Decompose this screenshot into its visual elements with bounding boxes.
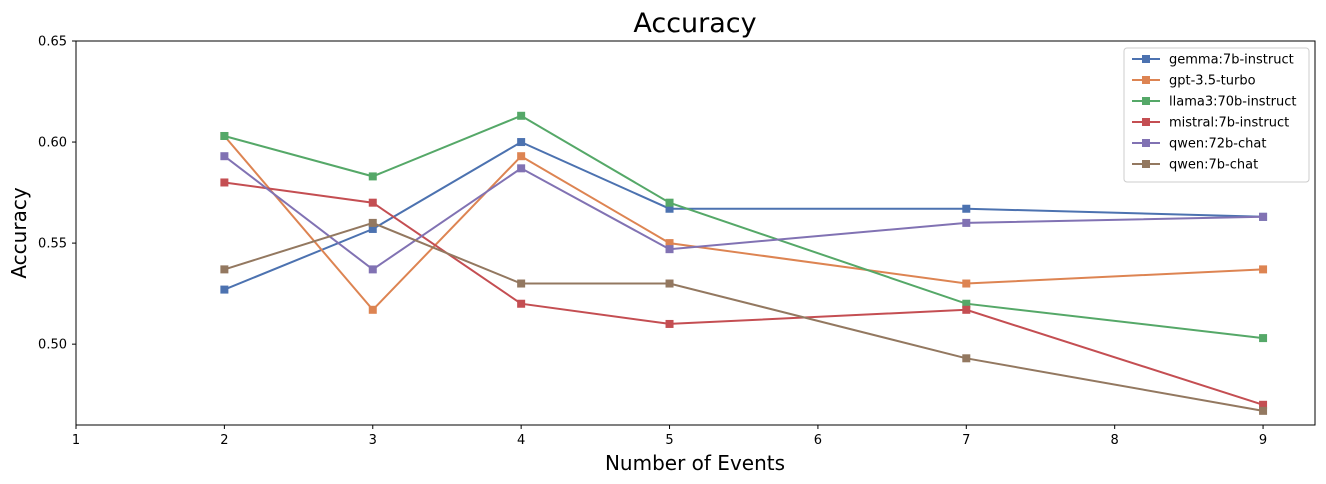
y-tick-label: 0.50	[38, 338, 67, 353]
series-gpt-3-5-turbo	[220, 131, 1268, 314]
data-point-marker	[962, 354, 971, 363]
x-tick-label: 6	[814, 433, 822, 448]
data-point-marker	[517, 111, 526, 120]
legend-label: mistral:7b-instruct	[1169, 116, 1289, 131]
chart-title: Accuracy	[633, 8, 756, 39]
data-point-marker	[517, 138, 526, 147]
data-point-marker	[517, 152, 526, 161]
x-tick-label: 9	[1259, 433, 1267, 448]
y-axis-label: Accuracy	[7, 187, 31, 278]
data-point-marker	[962, 299, 971, 308]
data-point-marker	[368, 224, 377, 233]
data-point-marker	[517, 299, 526, 308]
data-point-marker	[220, 178, 229, 187]
data-point-marker	[368, 265, 377, 274]
series-gemma-7b-instruct	[220, 138, 1268, 294]
y-tick-label: 0.55	[38, 237, 67, 252]
x-tick-label: 4	[517, 433, 525, 448]
legend-label: gpt-3.5-turbo	[1169, 74, 1256, 89]
legend-label: qwen:7b-chat	[1169, 158, 1258, 173]
data-point-marker	[962, 305, 971, 314]
series-line	[224, 221, 1264, 412]
legend-box	[1123, 47, 1310, 183]
data-point-marker	[665, 279, 674, 288]
data-point-marker	[517, 279, 526, 288]
x-tick-label: 2	[220, 433, 228, 448]
series-qwen-72b-chat	[220, 152, 1268, 274]
data-point-marker	[220, 265, 229, 274]
legend-item: qwen:72b-chat	[1132, 137, 1266, 152]
x-tick-label: 5	[665, 433, 673, 448]
y-tick-label: 0.65	[38, 35, 67, 50]
data-point-marker	[1259, 212, 1268, 221]
data-point-marker	[220, 152, 229, 161]
legend-marker-swatch	[1142, 160, 1150, 168]
data-point-marker	[665, 204, 674, 213]
legend-item: qwen:7b-chat	[1132, 158, 1258, 173]
data-point-marker	[962, 204, 971, 213]
data-point-marker	[962, 218, 971, 227]
data-point-marker	[1259, 334, 1268, 343]
data-point-marker	[1259, 400, 1268, 409]
legend-item: llama3:70b-instruct	[1132, 95, 1297, 110]
data-point-marker	[368, 198, 377, 207]
data-point-marker	[665, 198, 674, 207]
series-line	[224, 114, 1264, 340]
data-point-marker	[1259, 406, 1268, 415]
legend-marker-swatch	[1142, 55, 1150, 63]
legend-item: gemma:7b-instruct	[1132, 53, 1294, 68]
data-point-marker	[1259, 265, 1268, 274]
legend-label: llama3:70b-instruct	[1169, 95, 1297, 110]
x-tick-label: 8	[1111, 433, 1119, 448]
data-point-marker	[220, 131, 229, 140]
legend-marker-swatch	[1142, 76, 1150, 84]
legend-item: mistral:7b-instruct	[1132, 116, 1289, 131]
data-point-marker	[517, 164, 526, 173]
y-tick-label: 0.60	[38, 136, 67, 151]
data-point-marker	[220, 285, 229, 294]
legend-label: qwen:72b-chat	[1169, 137, 1266, 152]
plot-frame	[75, 40, 1316, 426]
series-mistral-7b-instruct	[220, 178, 1268, 409]
series-line	[224, 181, 1264, 406]
data-point-marker	[665, 239, 674, 248]
series-line	[224, 140, 1264, 291]
legend-marker-swatch	[1142, 97, 1150, 105]
legend-marker-swatch	[1142, 139, 1150, 147]
data-point-marker	[368, 218, 377, 227]
data-point-marker	[368, 305, 377, 314]
x-tick-label: 1	[72, 433, 80, 448]
data-point-marker	[962, 279, 971, 288]
series-llama3-70b-instruct	[220, 111, 1268, 343]
data-point-marker	[368, 172, 377, 181]
legend: gemma:7b-instruct gpt-3.5-turbo llama3:70b…	[1123, 47, 1310, 183]
series-qwen-7b-chat	[220, 218, 1268, 415]
x-axis-label: Number of Events	[605, 451, 785, 475]
data-point-marker	[665, 319, 674, 328]
legend-label: gemma:7b-instruct	[1169, 53, 1294, 68]
legend-marker-swatch	[1142, 118, 1150, 126]
x-tick-label: 7	[962, 433, 970, 448]
legend-item: gpt-3.5-turbo	[1132, 74, 1256, 89]
series-line	[223, 135, 1264, 312]
series-line	[223, 155, 1264, 271]
x-tick-label: 3	[369, 433, 377, 448]
data-point-marker	[665, 245, 674, 254]
